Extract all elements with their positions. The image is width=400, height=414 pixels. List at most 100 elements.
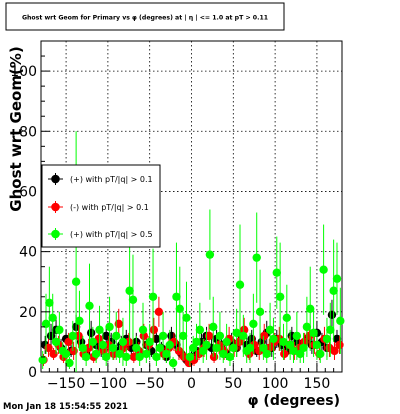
data-point [65,358,74,368]
data-point [102,352,111,362]
x-tick-label: −100 [89,376,127,392]
data-point [142,349,151,359]
data-point [68,331,77,341]
y-tick-label: 60 [19,184,37,200]
data-point [195,325,205,335]
data-point [172,292,181,301]
data-point [182,313,191,323]
data-point [312,340,322,350]
data-point [132,343,141,353]
data-point [229,343,238,353]
data-point [280,349,289,359]
legend-entry-red: (-) with pT/|q| > 0.1 [48,201,149,213]
data-point [162,349,171,359]
data-point [269,334,278,344]
data-point [289,346,298,356]
series-2 [38,131,345,372]
data-point [235,280,245,289]
data-point [165,340,174,350]
x-axis-label: φ (degrees) [248,393,340,409]
legend-entry-black: (+) with pT/|q| > 0.1 [48,173,153,185]
y-tick-label: 20 [19,305,37,321]
data-point [319,265,328,274]
data-point [135,352,144,362]
data-point [322,334,332,344]
data-point [202,340,211,350]
data-point [75,316,84,326]
data-point [149,325,159,335]
data-point [81,352,91,362]
data-point [326,325,335,335]
data-marks [38,131,345,372]
data-point [175,304,184,314]
data-point [192,337,201,347]
data-point [336,316,345,326]
data-point [88,337,98,347]
data-point [78,343,88,353]
data-point [255,307,265,317]
data-point [85,301,94,310]
legend-marker-black [51,174,60,184]
data-point [128,295,138,304]
data-point [222,337,231,347]
data-point [91,349,101,359]
data-point [55,325,64,335]
data-point [332,274,342,283]
data-point [279,337,288,347]
data-point [145,337,154,347]
data-point [262,349,271,359]
x-tick-label: −50 [135,376,165,392]
data-point [292,331,302,341]
data-point [225,352,235,362]
x-tick-label: 0 [187,376,196,392]
data-point [329,286,338,295]
data-point [125,286,134,295]
legend: (+) with pT/|q| > 0.1 (-) with pT/|q| > … [41,164,161,248]
data-point [209,322,218,332]
x-tick-label: 150 [304,376,331,392]
data-point [38,355,47,365]
data-point [212,343,221,353]
data-point [275,292,285,301]
data-point [41,319,51,329]
data-point [260,331,269,341]
chart-title: Ghost wrt Geom for Primary vs φ (degrees… [22,15,268,23]
data-point [158,331,168,341]
data-point [105,322,114,332]
data-point [178,331,188,341]
y-tick-label: 0 [28,365,37,381]
timestamp: Mon Jan 18 15:54:55 2021 [3,402,128,412]
legend-label-green: (+) with pT/|q| > 0.5 [70,230,153,239]
data-point [302,322,312,332]
data-point [239,331,248,341]
data-point [168,358,178,368]
x-tick-label: 50 [224,376,242,392]
title-box [5,2,285,31]
y-tick-label: 100 [10,64,37,80]
y-axis-label: Ghost wrt Geom(%) [7,46,25,211]
data-point [98,340,108,350]
data-point [316,349,325,359]
data-point [122,352,131,362]
data-point [138,325,148,335]
data-point [154,307,164,317]
data-point [179,352,189,362]
data-point [215,331,225,341]
data-point [71,277,81,286]
data-point [115,349,124,359]
data-point [51,337,61,347]
data-point [327,310,337,320]
legend-label-red: (-) with pT/|q| > 0.1 [70,203,149,212]
x-tick-label: 100 [262,376,289,392]
legend-marker-red [51,202,60,212]
data-point [124,337,133,347]
data-point [272,268,281,277]
legend-label-black: (+) with pT/|q| > 0.1 [70,175,153,184]
data-point [232,328,241,338]
data-point [112,331,121,341]
data-point [185,352,195,362]
data-point [219,349,228,359]
axes: −150 −100 −50 0 50 100 150 0 20 40 60 80 100 [10,40,343,392]
legend-entry-green: (+) with pT/|q| > 0.5 [48,228,153,240]
